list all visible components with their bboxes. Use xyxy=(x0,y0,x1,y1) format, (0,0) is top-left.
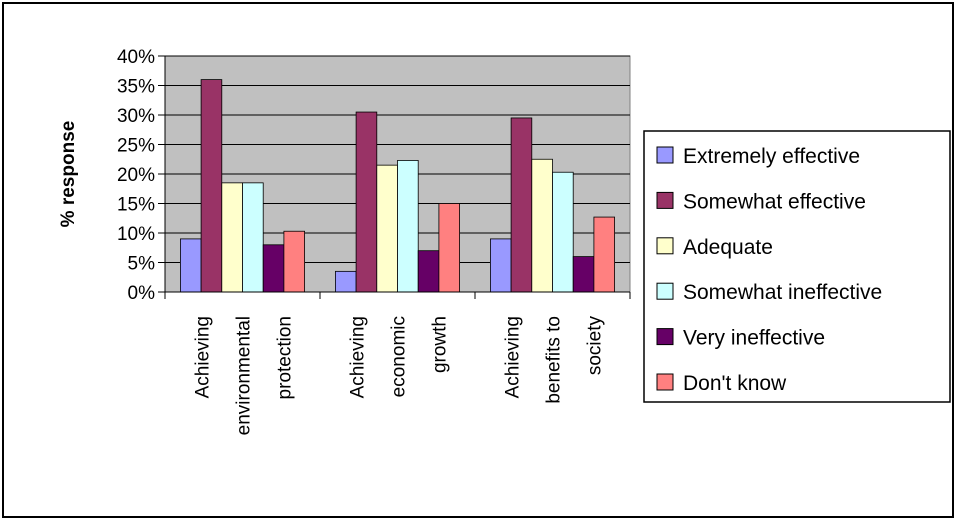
bar xyxy=(593,216,616,293)
bar xyxy=(572,256,595,293)
legend-items: Extremely effective Somewhat effective Ade… xyxy=(656,145,882,395)
legend: Extremely effective Somewhat effective Ade… xyxy=(643,130,951,403)
bar xyxy=(355,111,378,293)
legend-label: Somewhat ineffective xyxy=(683,281,882,304)
bar xyxy=(262,244,285,293)
legend-label: Somewhat effective xyxy=(683,190,866,213)
legend-swatch xyxy=(656,191,674,209)
x-category-label: benefits to xyxy=(544,316,565,404)
y-tick-label: 15% xyxy=(117,195,155,216)
legend-swatch xyxy=(656,282,674,300)
legend-label: Don't know xyxy=(683,372,787,395)
x-category-label: society xyxy=(585,316,606,376)
x-category-label: environmental xyxy=(234,316,255,435)
category-labels: Achieving environmental protection Achievin… xyxy=(193,316,606,436)
legend-swatch xyxy=(656,237,674,255)
y-tick-label: 10% xyxy=(117,224,155,245)
bar xyxy=(334,270,357,293)
legend-swatch xyxy=(656,328,674,346)
y-tick-label: 40% xyxy=(117,47,155,68)
legend-label: Very ineffective xyxy=(683,327,825,350)
legend-box xyxy=(643,130,951,403)
bar xyxy=(489,238,512,293)
bar xyxy=(179,238,202,293)
y-tick-label: 35% xyxy=(117,77,155,98)
bars xyxy=(179,79,616,293)
x-category-label: Achieving xyxy=(193,316,214,398)
bar xyxy=(417,250,440,293)
x-category-label: economic xyxy=(389,316,410,397)
x-category-label: growth xyxy=(430,316,451,373)
bar xyxy=(438,203,460,293)
bar xyxy=(242,182,264,293)
y-tick-label: 25% xyxy=(117,136,155,157)
bar xyxy=(283,230,305,293)
y-tick-labels: 0% 5% 10% 15% 20% 25% 30% 35% 40% xyxy=(117,47,155,304)
bar xyxy=(510,117,533,293)
bar xyxy=(531,158,553,293)
y-tick-label: 0% xyxy=(128,283,156,304)
legend-swatch xyxy=(656,373,674,391)
legend-swatch xyxy=(656,146,674,164)
y-axis-title: % response xyxy=(58,121,79,228)
legend-label: Adequate xyxy=(683,236,773,259)
legend-label: Extremely effective xyxy=(683,145,860,168)
y-tick-label: 30% xyxy=(117,106,155,127)
bar xyxy=(200,79,223,293)
bar xyxy=(552,171,574,293)
y-tick-label: 20% xyxy=(117,165,155,186)
axes xyxy=(158,55,631,299)
bar xyxy=(221,182,243,293)
bar xyxy=(376,164,398,293)
x-category-label: Achieving xyxy=(348,316,369,398)
y-tick-label: 5% xyxy=(128,254,156,275)
x-category-label: Achieving xyxy=(503,316,524,398)
bar xyxy=(397,160,419,293)
x-category-label: protection xyxy=(275,316,296,399)
